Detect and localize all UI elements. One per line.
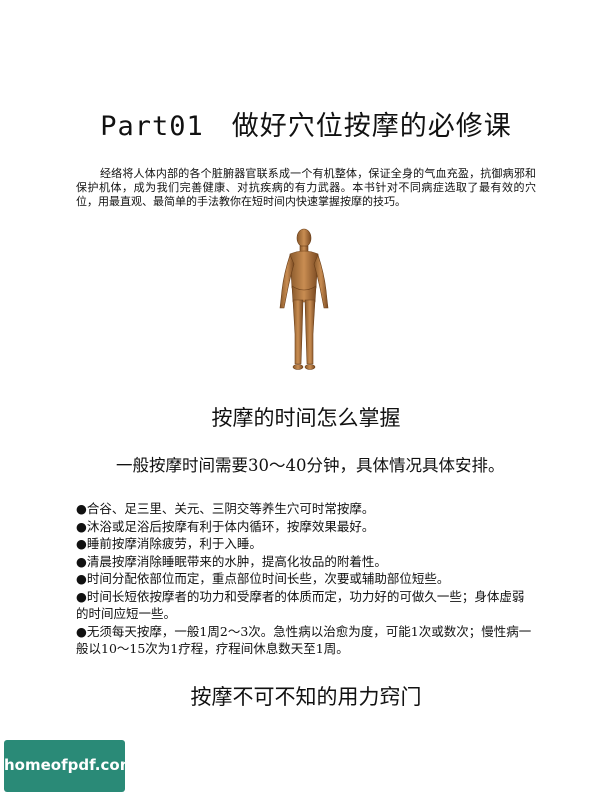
- list-item: ●睡前按摩消除疲劳，利于入睡。: [76, 536, 262, 551]
- section-heading-force: 按摩不可不知的用力窍门: [190, 685, 422, 709]
- list-item: ●沐浴或足浴后按摩有利于体内循环，按摩效果最好。: [76, 518, 375, 534]
- list-item: ●清晨按摩消除睡眠带来的水肿，提高化妆品的附着性。: [76, 553, 387, 569]
- part-number: Part01: [100, 111, 204, 142]
- human-body-figure: [279, 228, 329, 370]
- list-item: ●合谷、足三里、关元、三阴交等养生穴可时常按摩。: [76, 501, 375, 516]
- list-item: ●时间分配依部位而定，重点部位时间长些，次要或辅助部位短些。: [76, 571, 450, 586]
- list-item: ●无须每天按摩，一般1周2～3次。急性病以治愈为度，可能1次或数次；慢性病一般以…: [76, 623, 532, 657]
- intro-paragraph: 经络将人体内部的各个脏腑器官联系成一个有机整体，保证全身的气血充盈，抗御病邪和保…: [76, 167, 536, 208]
- section-heading-time: 按摩的时间怎么掌握: [211, 406, 401, 430]
- section-lead: 一般按摩时间需要30～40分钟，具体情况具体安排。: [116, 456, 505, 475]
- bullet-list: ●合谷、足三里、关元、三阴交等养生穴可时常按摩。 ●沐浴或足浴后按摩有利于体内循…: [76, 500, 536, 658]
- page-title: Part01 做好穴位按摩的必修课: [0, 104, 612, 143]
- watermark-text: homeofpdf.com: [4, 756, 136, 774]
- title-text: 做好穴位按摩的必修课: [231, 111, 512, 142]
- list-item: ●时间长短依按摩者的功力和受摩者的体质而定，功力好的可做久一些；身体虚弱的时间应…: [76, 588, 525, 622]
- watermark-badge[interactable]: homeofpdf.com: [4, 740, 136, 792]
